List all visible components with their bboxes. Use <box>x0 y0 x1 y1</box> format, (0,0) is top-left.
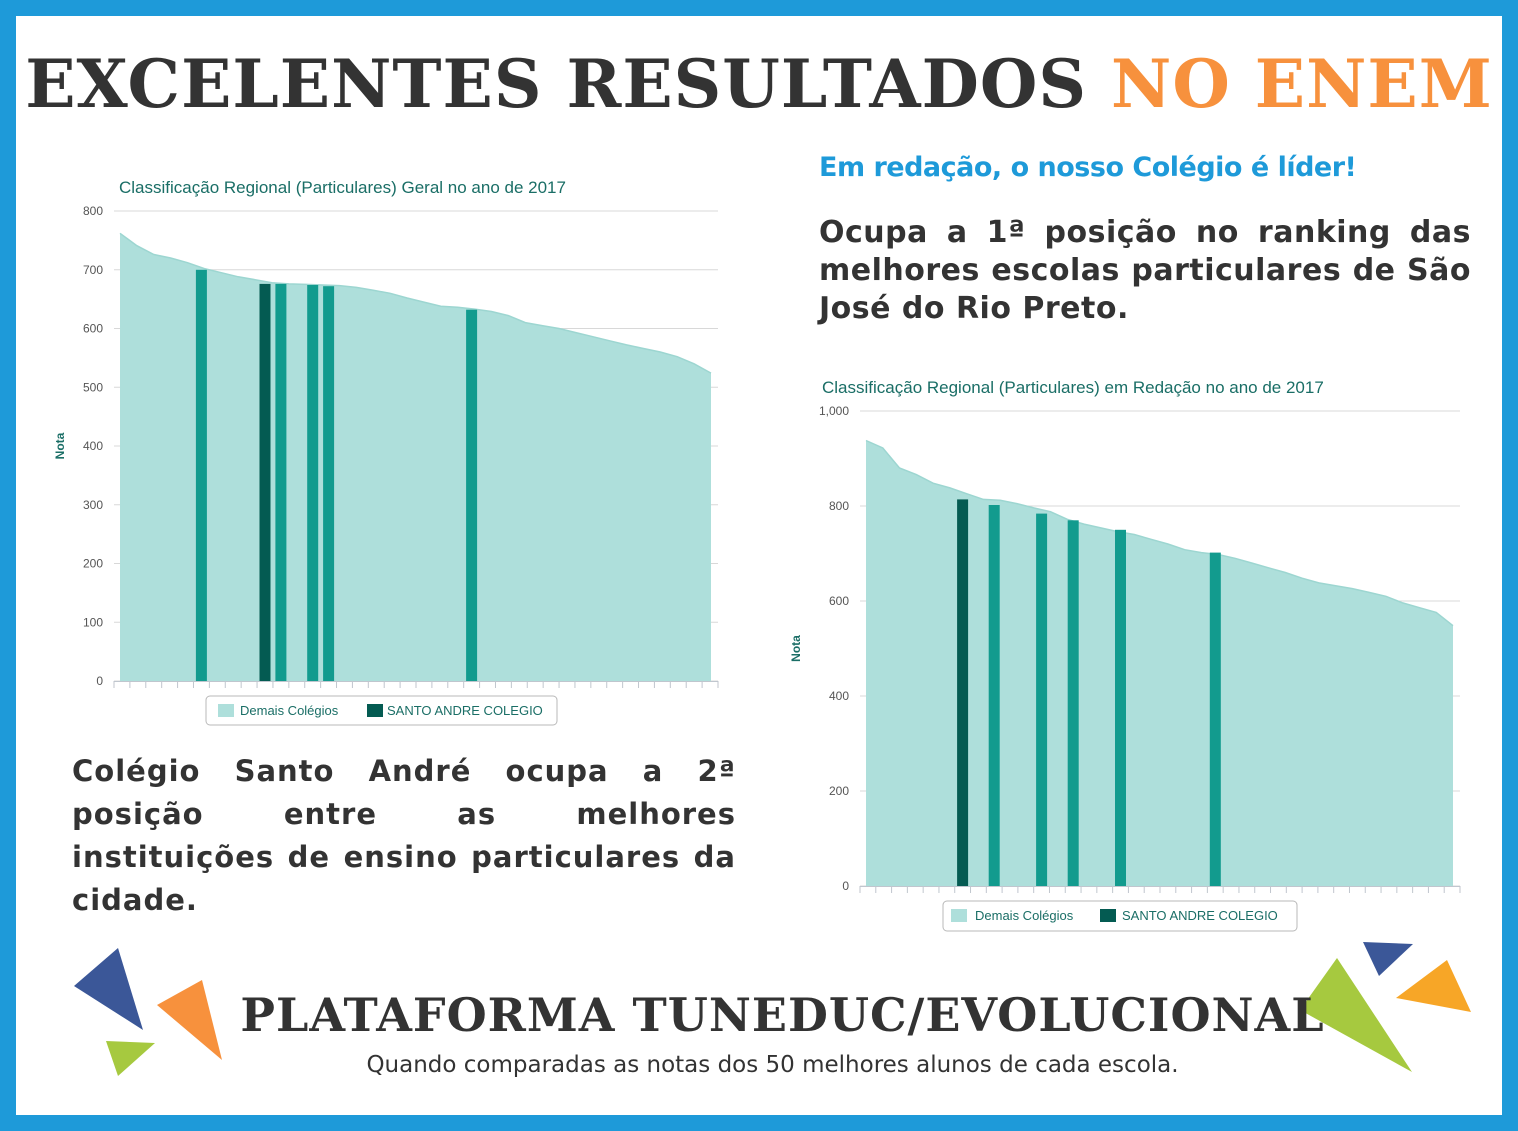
y-axis-label: Nota <box>53 432 67 459</box>
bar-demais-colegio <box>466 309 478 681</box>
bar-demais-colegio <box>323 286 335 681</box>
headline-main: EXCELENTES RESULTADOS <box>25 45 1111 123</box>
y-tick-label: 200 <box>829 784 849 798</box>
chart-title: Classificação Regional (Particulares) Ge… <box>119 178 566 197</box>
legend-swatch-santo-andre <box>367 704 383 717</box>
ranking-paragraph-redacao: Ocupa a 1ª posição no ranking das melhor… <box>819 215 1471 326</box>
subheadline: Em redação, o nosso Colégio é líder! <box>819 152 1357 183</box>
legend-swatch-demais <box>218 704 234 717</box>
bar-demais-colegio <box>1209 552 1221 886</box>
ranking-paragraph-geral: Colégio Santo André ocupa a 2ª posição e… <box>72 754 736 917</box>
legend-swatch-demais <box>951 909 967 922</box>
y-tick-label: 500 <box>83 380 103 394</box>
bar-santo-andre <box>259 283 271 681</box>
legend-label-santo-andre: SANTO ANDRE COLEGIO <box>387 703 543 718</box>
y-tick-label: 800 <box>829 499 849 513</box>
y-tick-label: 600 <box>829 594 849 608</box>
legend-swatch-santo-andre <box>1100 909 1116 922</box>
headline-accent: NO ENEM <box>1110 45 1493 123</box>
y-tick-label: 0 <box>842 879 849 893</box>
bar-demais-colegio <box>307 285 319 681</box>
bar-santo-andre <box>957 499 969 886</box>
legend-label-demais: Demais Colégios <box>975 908 1074 923</box>
legend-box <box>942 900 1298 932</box>
chart-geral: Classificação Regional (Particulares) Ge… <box>42 160 732 735</box>
bar-demais-colegio <box>1067 520 1079 887</box>
y-tick-label: 600 <box>83 322 103 336</box>
chart-geral-svg: Classificação Regional (Particulares) Ge… <box>53 178 719 726</box>
area-line-demais-colegios <box>865 439 1454 627</box>
y-tick-label: 300 <box>83 498 103 512</box>
chart-redacao: Classificação Regional (Particulares) em… <box>780 365 1480 945</box>
y-tick-label: 700 <box>83 263 103 277</box>
footer-title: PLATAFORMA TUNEDUC/EVOLUCIONAL <box>240 988 1325 1042</box>
headline: EXCELENTES RESULTADOS NO ENEM <box>0 46 1518 122</box>
bar-demais-colegio <box>1036 513 1048 886</box>
bar-demais-colegio <box>195 269 207 682</box>
y-tick-label: 0 <box>96 674 103 688</box>
legend-label-santo-andre: SANTO ANDRE COLEGIO <box>1122 908 1278 923</box>
area-line-demais-colegios <box>119 232 712 374</box>
bar-demais-colegio <box>1115 529 1126 887</box>
y-tick-label: 100 <box>83 615 103 629</box>
bar-demais-colegio <box>988 505 1000 886</box>
y-tick-label: 400 <box>83 439 103 453</box>
legend-label-demais: Demais Colégios <box>240 703 339 718</box>
y-tick-label: 800 <box>83 204 103 218</box>
y-tick-label: 200 <box>83 557 103 571</box>
bar-demais-colegio <box>275 283 287 681</box>
y-axis-label: Nota <box>789 635 803 662</box>
y-tick-label: 1,000 <box>819 404 849 418</box>
area-demais-colegios <box>866 440 1453 886</box>
footer-note: Quando comparadas as notas dos 50 melhor… <box>366 1052 1179 1078</box>
chart-redacao-svg: Classificação Regional (Particulares) em… <box>789 378 1461 932</box>
chart-title: Classificação Regional (Particulares) em… <box>822 378 1324 397</box>
y-tick-label: 400 <box>829 689 849 703</box>
